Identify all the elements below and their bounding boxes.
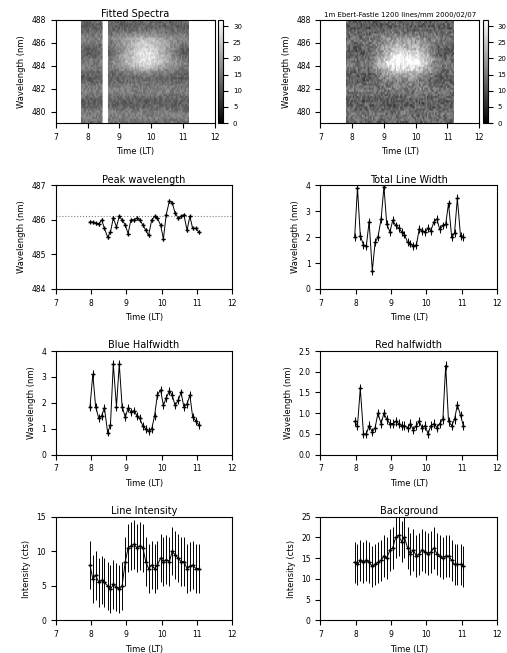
Title: 1m Ebert-Fastie 1200 lines/mm 2000/02/07: 1m Ebert-Fastie 1200 lines/mm 2000/02/07 [323,12,476,18]
Title: Background: Background [380,506,438,516]
Y-axis label: Wavelength (nm): Wavelength (nm) [17,200,26,274]
X-axis label: Time (LT): Time (LT) [125,645,163,653]
Title: Peak wavelength: Peak wavelength [102,174,186,185]
Y-axis label: Wavelength (nm): Wavelength (nm) [284,366,293,439]
Y-axis label: Wavelength (nm): Wavelength (nm) [17,35,26,108]
Y-axis label: Wavelength (nm): Wavelength (nm) [26,366,35,439]
X-axis label: Time (LT): Time (LT) [116,148,154,157]
Title: Total Line Width: Total Line Width [370,174,448,185]
X-axis label: Time (LT): Time (LT) [389,313,428,322]
Y-axis label: Wavelength (nm): Wavelength (nm) [291,200,300,274]
X-axis label: Time (LT): Time (LT) [389,479,428,488]
X-axis label: Time (LT): Time (LT) [381,148,419,157]
Title: Line Intensity: Line Intensity [111,506,177,516]
X-axis label: Time (LT): Time (LT) [125,313,163,322]
Y-axis label: Intensity (cts): Intensity (cts) [286,539,296,597]
Y-axis label: Intensity (cts): Intensity (cts) [22,539,31,597]
Title: Fitted Spectra: Fitted Spectra [101,8,169,19]
Title: Blue Halfwidth: Blue Halfwidth [108,340,179,350]
X-axis label: Time (LT): Time (LT) [125,479,163,488]
X-axis label: Time (LT): Time (LT) [389,645,428,653]
Title: Red halfwidth: Red halfwidth [375,340,442,350]
Y-axis label: Wavelength (nm): Wavelength (nm) [282,35,291,108]
